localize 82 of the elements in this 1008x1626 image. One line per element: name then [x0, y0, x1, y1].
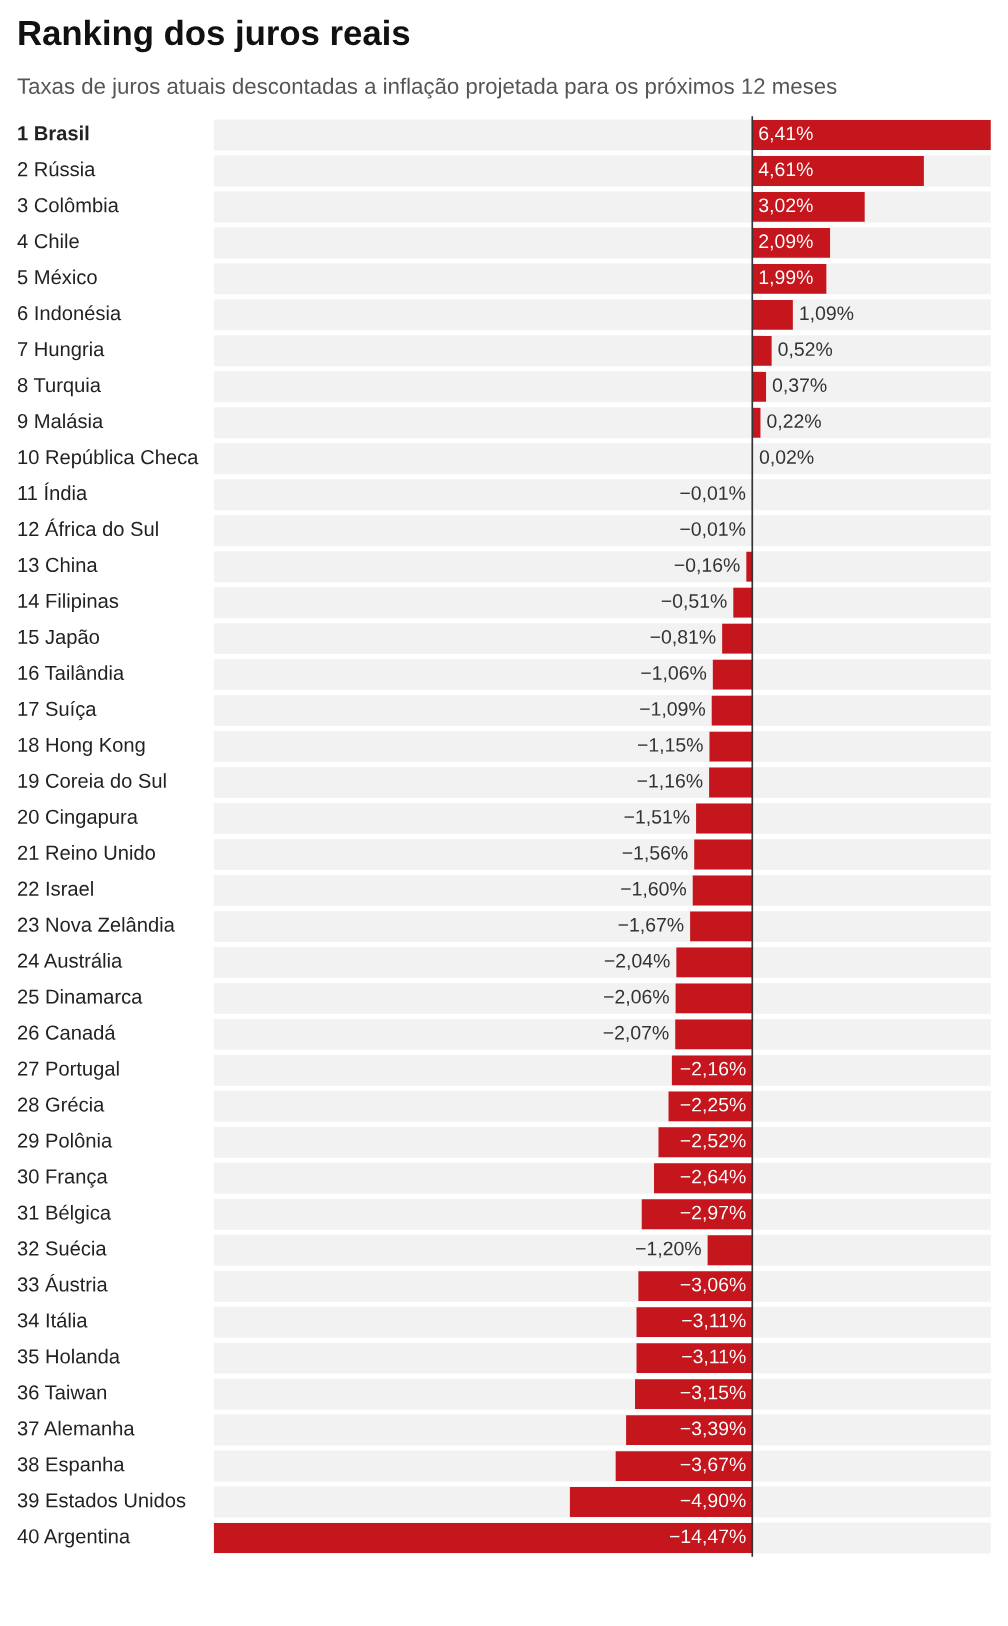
y-tick-label: 16 Tailândia [18, 665, 125, 681]
data-label: −0,51% [661, 594, 727, 611]
y-tick-label: 25 Dinamarca [18, 989, 143, 1004]
data-label: 0,02% [759, 450, 814, 467]
y-tick-label: 24 Austrália [18, 952, 123, 968]
data-label: −0,01% [680, 522, 746, 539]
data-label: −1,56% [622, 845, 688, 862]
y-tick-label: 10 República Checa [18, 449, 199, 469]
y-tick-label: 2 Rússia [18, 161, 96, 177]
y-tick-label: 30 França [17, 1169, 108, 1188]
data-label: −3,06% [680, 1277, 746, 1294]
data-label: −1,09% [640, 702, 706, 719]
data-label: −1,51% [624, 810, 690, 827]
data-label: −1,06% [641, 666, 707, 683]
data-label: −2,25% [680, 1097, 746, 1114]
chart-subtitle: Taxas de juros atuais descontadas a inflação projetada para os próximos 12 meses [17, 77, 837, 99]
data-label: −2,04% [604, 953, 670, 970]
data-label: −2,07% [603, 1025, 669, 1042]
data-label: −1,67% [618, 917, 684, 934]
data-label: −1,16% [637, 773, 703, 791]
data-label: −14,47% [669, 1529, 746, 1546]
data-label: 6,41% [759, 126, 813, 143]
y-tick-label: 27 Portugal [18, 1060, 119, 1080]
y-tick-label: 13 China [18, 557, 98, 573]
data-label: −1,60% [621, 881, 687, 898]
y-tick-label: 23 Nova Zelândia [18, 916, 175, 932]
y-tick-label: 29 Polônia [18, 1132, 113, 1148]
y-tick-label: 33 Áustria [17, 1273, 108, 1292]
y-tick-label: 5 México [17, 269, 97, 285]
data-label: −4,90% [680, 1493, 746, 1510]
chart-title: Ranking dos juros reais [19, 19, 410, 53]
data-label: 3,02% [759, 198, 813, 215]
data-label: −2,97% [680, 1205, 746, 1222]
y-tick-label: 40 Argentina [17, 1528, 131, 1548]
y-tick-label: 32 Suécia [17, 1240, 107, 1256]
data-label: −1,20% [636, 1241, 701, 1258]
y-tick-label: 4 Chile [17, 233, 79, 249]
y-tick-label: 28 Grécia [18, 1096, 105, 1112]
y-tick-label: 18 Hong Kong [18, 737, 145, 756]
data-label: −3,11% [682, 1313, 746, 1330]
y-tick-label: 35 Holanda [17, 1348, 121, 1364]
y-tick-label: 37 Alemanha [17, 1420, 135, 1436]
data-label: −2,64% [680, 1169, 746, 1186]
data-label: −3,39% [680, 1421, 746, 1438]
y-tick-label: 21 Reino Unido [18, 845, 155, 860]
y-tick-label: 17 Suíça [18, 701, 97, 721]
y-tick-label: 1 Brasil [18, 125, 89, 141]
data-label: −0,01% [680, 486, 746, 503]
data-label: 2,09% [759, 234, 813, 251]
data-label: 0,52% [778, 342, 833, 359]
data-label: 0,22% [767, 414, 821, 431]
data-label: −2,16% [680, 1061, 746, 1078]
y-tick-label: 20 Cingapura [18, 809, 138, 828]
y-tick-label: 15 Japão [18, 629, 100, 649]
y-tick-label: 34 Itália [17, 1312, 88, 1328]
y-tick-label: 36 Taiwan [17, 1384, 107, 1400]
y-tick-label: 3 Colômbia [17, 197, 119, 213]
data-label: −0,16% [674, 558, 740, 575]
y-tick-label: 9 Malásia [17, 413, 104, 429]
y-tick-label: 11 Índia [18, 482, 88, 501]
y-tick-label: 38 Espanha [17, 1456, 125, 1476]
y-tick-label: 31 Bélgica [17, 1204, 112, 1224]
data-label: −2,06% [604, 989, 669, 1006]
data-label: −3,67% [680, 1457, 746, 1474]
y-tick-label: 39 Estados Unidos [17, 1492, 186, 1508]
data-label: −3,15% [680, 1385, 746, 1402]
y-tick-label: 8 Turquia [17, 377, 101, 397]
data-label: −1,15% [637, 738, 703, 755]
data-label: −0,81% [650, 630, 716, 647]
y-tick-label: 14 Filipinas [18, 593, 119, 613]
data-label: 4,61% [758, 162, 813, 179]
data-label: 1,99% [759, 270, 813, 287]
data-label: 1,09% [800, 306, 854, 323]
y-tick-label: 7 Hungria [18, 341, 105, 361]
y-tick-label: 12 África do Sul [18, 518, 158, 537]
y-tick-label: 19 Coreia do Sul [18, 773, 166, 788]
data-label: −3,11% [682, 1349, 746, 1366]
y-tick-label: 6 Indonésia [18, 305, 122, 321]
data-label: −2,52% [680, 1133, 746, 1150]
y-tick-label: 26 Canadá [18, 1024, 116, 1040]
y-tick-label: 22 Israel [18, 881, 93, 896]
data-label: 0,37% [772, 378, 827, 395]
